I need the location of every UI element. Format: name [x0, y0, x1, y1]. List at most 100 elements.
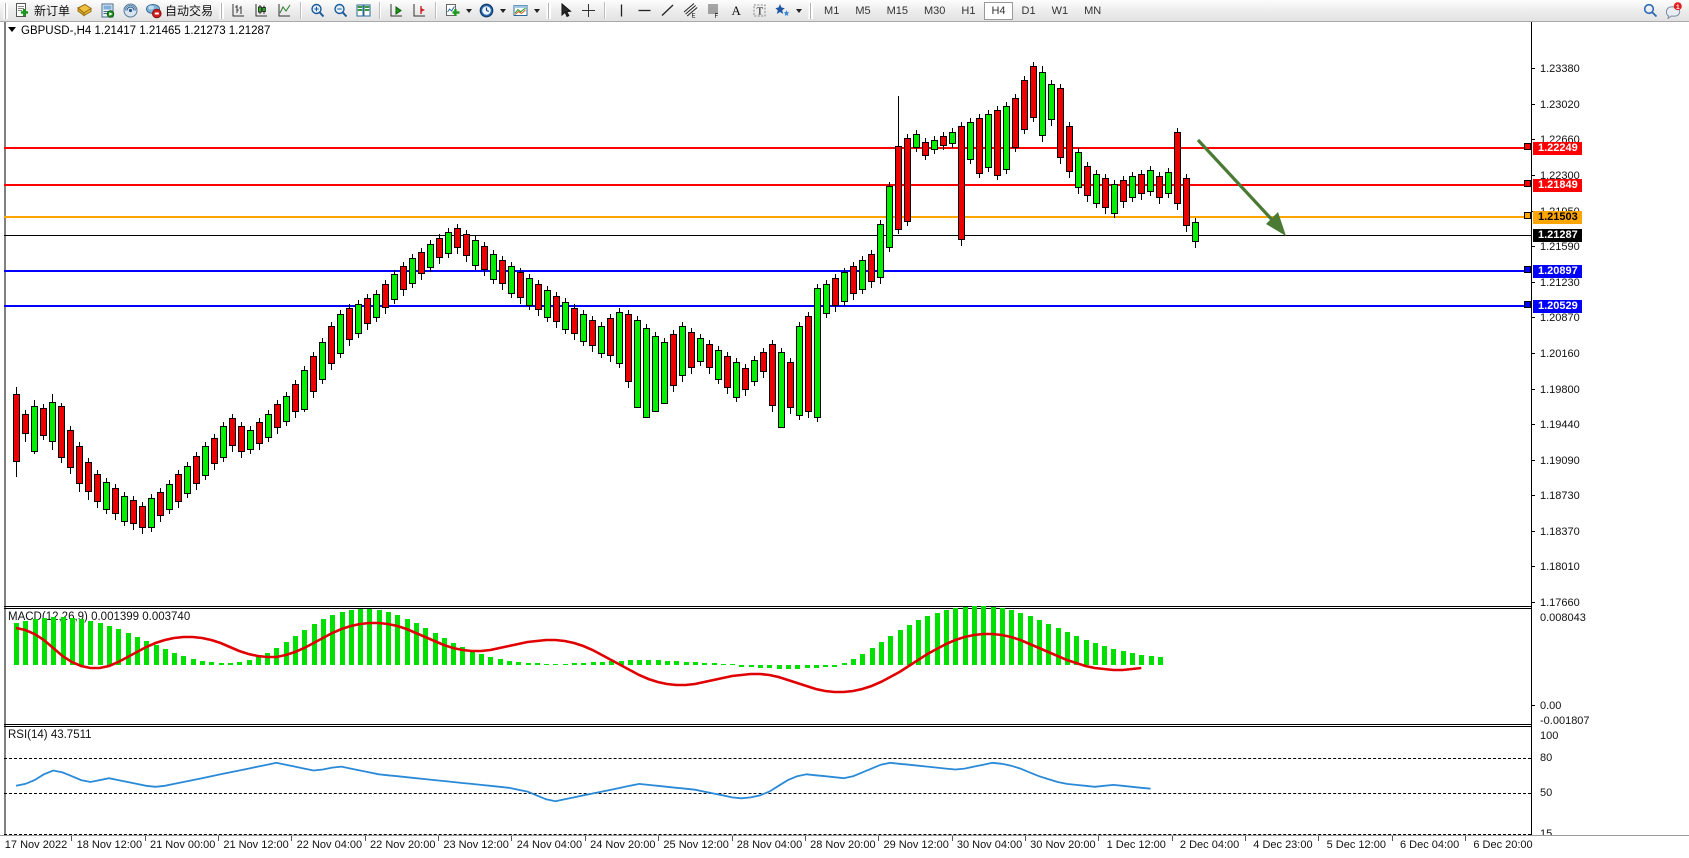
candle-body: [1111, 184, 1118, 214]
cursor-button[interactable]: [554, 1, 577, 21]
candle-body: [1138, 174, 1145, 194]
candle-body: [1039, 72, 1046, 136]
price-label-support-2[interactable]: 1.20529: [1533, 300, 1582, 313]
fibonacci-button[interactable]: F: [702, 1, 725, 21]
timeframe-m15[interactable]: M15: [886, 4, 908, 17]
price-label-resistance-1[interactable]: 1.22249: [1533, 142, 1582, 155]
auto-scroll-icon: [388, 2, 405, 19]
timeframe-h1[interactable]: H1: [961, 4, 976, 17]
candle-body: [742, 368, 749, 390]
candle-body: [751, 360, 758, 382]
price-label-resistance-2[interactable]: 1.21849: [1533, 179, 1582, 192]
candle-body: [571, 308, 578, 334]
bar-chart-button[interactable]: [227, 1, 250, 21]
candle-body: [841, 272, 848, 302]
macd-histogram-bar: [339, 612, 345, 665]
autotrading-button[interactable]: 自动交易: [142, 1, 216, 21]
macd-histogram-bar: [311, 624, 317, 665]
macd-histogram-bar: [367, 609, 373, 665]
price-tick-0: 1.23380: [1532, 64, 1580, 75]
macd-histogram-bar: [107, 626, 112, 665]
chart-canvas[interactable]: GBPUSD-,H4 1.21417 1.21465 1.21273 1.212…: [0, 22, 1689, 858]
line-chart-button[interactable]: [273, 1, 296, 21]
resistance-line-1[interactable]: [4, 147, 1531, 149]
timeframe-m1[interactable]: M1: [824, 4, 840, 17]
candlestick-chart-button[interactable]: [250, 1, 273, 21]
support-line-1-handle[interactable]: [1524, 266, 1531, 273]
price-tick-13: 1.18370: [1532, 527, 1580, 538]
macd-histogram-bar: [488, 657, 494, 665]
candle-body: [31, 406, 38, 452]
vertical-line-button[interactable]: [610, 1, 633, 21]
candle-body: [796, 326, 803, 416]
period-button[interactable]: [475, 1, 509, 21]
candle-body: [1183, 178, 1190, 226]
notification-badge-count: 1: [1676, 4, 1680, 11]
shapes-button[interactable]: [771, 1, 805, 21]
toolbar-grip[interactable]: [3, 2, 8, 19]
macd-histogram-bar: [451, 643, 457, 665]
zoom-in-button[interactable]: [306, 1, 329, 21]
text-button[interactable]: A: [725, 1, 748, 21]
terminal-button[interactable]: [96, 1, 119, 21]
macd-histogram-bar: [944, 610, 949, 665]
pivot-line-handle[interactable]: [1524, 212, 1531, 219]
toolbar-separator-3: [435, 2, 438, 19]
resistance-line-2-handle[interactable]: [1524, 180, 1531, 187]
support-line-1[interactable]: [4, 270, 1531, 272]
notifications-button[interactable]: 1: [1664, 2, 1683, 24]
collapse-arrow-icon[interactable]: [8, 27, 16, 32]
trendline-button[interactable]: [656, 1, 679, 21]
candle-body: [481, 246, 488, 270]
price-label-pivot[interactable]: 1.21503: [1533, 211, 1582, 224]
candle-body: [859, 260, 866, 290]
zoom-out-button[interactable]: [329, 1, 352, 21]
expert-advisor-button[interactable]: [73, 1, 96, 21]
chevron-down-icon-2[interactable]: [500, 8, 507, 13]
price-label-support-1[interactable]: 1.20897: [1533, 265, 1582, 278]
candle-body: [1084, 166, 1091, 196]
timeframe-d1[interactable]: D1: [1021, 4, 1036, 17]
trendline-icon: [659, 2, 676, 19]
macd-histogram-bar: [776, 665, 782, 669]
tile-windows-button[interactable]: [352, 1, 375, 21]
chevron-down-icon[interactable]: [466, 8, 473, 13]
tile-windows-icon: [355, 2, 372, 19]
price-tick-8: 1.20160: [1532, 349, 1580, 360]
new-order-button[interactable]: 新订单: [11, 1, 73, 21]
chart-shift-button[interactable]: [408, 1, 431, 21]
templates-button[interactable]: [509, 1, 543, 21]
toolbar-grip-2[interactable]: [219, 2, 225, 19]
equidistant-channel-button[interactable]: E: [679, 1, 702, 21]
auto-scroll-button[interactable]: [385, 1, 408, 21]
chevron-down-icon-4[interactable]: [796, 8, 803, 13]
toolbar-grip-4[interactable]: [808, 2, 814, 19]
support-line-2[interactable]: [4, 305, 1531, 307]
timeframe-w1[interactable]: W1: [1051, 4, 1069, 17]
trend-arrow-annotation[interactable]: [1190, 132, 1310, 247]
timeframe-m30[interactable]: M30: [924, 4, 946, 17]
horizontal-line-button[interactable]: [633, 1, 656, 21]
crosshair-button[interactable]: [577, 1, 600, 21]
macd-histogram-bar: [348, 610, 354, 665]
timeframe-mn[interactable]: MN: [1084, 4, 1102, 17]
macd-histogram-bar: [916, 620, 922, 665]
search-button[interactable]: [1642, 2, 1659, 24]
resistance-line-1-handle[interactable]: [1524, 143, 1531, 150]
indicators-button[interactable]: [441, 1, 475, 21]
resistance-line-2[interactable]: [4, 184, 1531, 186]
pivot-line[interactable]: [4, 216, 1531, 218]
time-scale[interactable]: 17 Nov 2022 18 Nov 12:00 21 Nov 00:00 21 No…: [4, 835, 1689, 858]
signals-button[interactable]: [119, 1, 142, 21]
candle-body: [256, 422, 263, 444]
price-tick-5: 1.21590: [1532, 242, 1580, 253]
timeframe-h4[interactable]: H4: [984, 1, 1013, 20]
support-line-2-handle[interactable]: [1524, 301, 1531, 308]
chevron-down-icon-3[interactable]: [534, 8, 541, 13]
toolbar-grip-3[interactable]: [546, 2, 552, 19]
timeframe-m5[interactable]: M5: [855, 4, 871, 17]
text-label-button[interactable]: T: [748, 1, 771, 21]
time-tick-separator: [1318, 836, 1320, 841]
candle-body: [517, 272, 524, 298]
macd-histogram-bar: [897, 630, 903, 665]
